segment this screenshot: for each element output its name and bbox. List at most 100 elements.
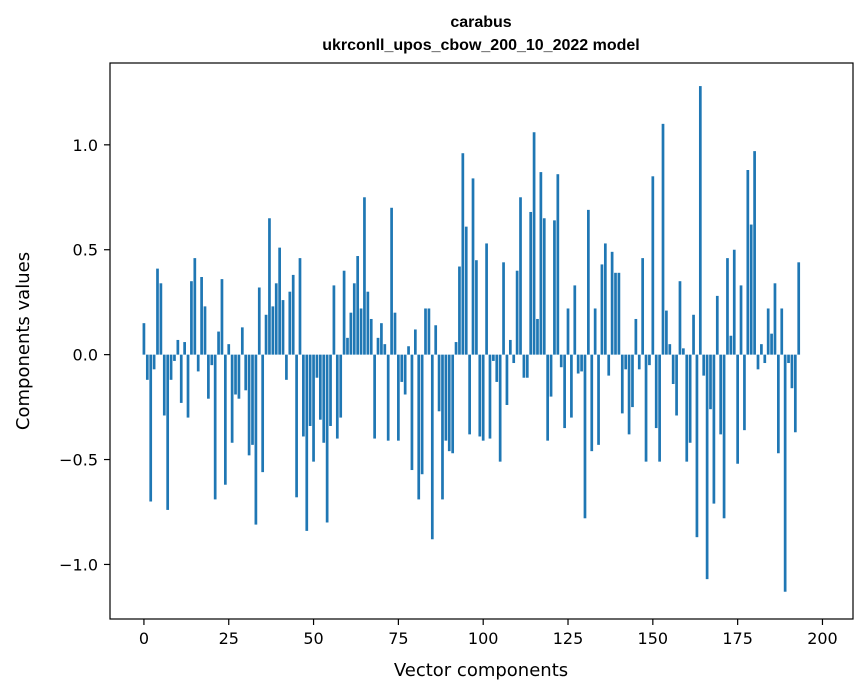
bar	[380, 323, 383, 355]
bar	[739, 285, 743, 355]
bar	[149, 354, 153, 502]
bar	[234, 354, 237, 395]
bar	[444, 354, 448, 441]
bar	[230, 354, 234, 443]
bar	[485, 243, 488, 355]
bar	[291, 274, 295, 355]
bar	[183, 342, 186, 355]
y-axis: −1.0 −0.5 0.0 0.5 1.0	[59, 136, 110, 574]
bar	[505, 354, 509, 405]
bar	[593, 308, 597, 355]
bar	[200, 277, 203, 355]
bar	[692, 314, 695, 355]
bar	[726, 258, 729, 355]
x-tick-label: 150	[638, 629, 669, 648]
bar	[308, 354, 312, 426]
bar	[753, 151, 756, 355]
bar	[702, 354, 706, 376]
y-tick-label: 0.5	[73, 241, 98, 260]
bar	[281, 300, 285, 355]
bar	[732, 249, 736, 355]
bar	[749, 224, 753, 355]
bar	[173, 354, 176, 361]
bar	[637, 354, 641, 370]
bar	[668, 344, 672, 355]
bar	[298, 258, 302, 355]
bar	[705, 354, 709, 580]
bar	[763, 354, 767, 364]
bar	[685, 354, 689, 462]
bar	[176, 339, 180, 355]
bar	[441, 354, 444, 500]
bar	[427, 308, 431, 355]
bar	[400, 354, 404, 382]
bar	[210, 354, 214, 366]
bar	[386, 354, 390, 441]
y-axis-label: Components values	[13, 252, 34, 430]
bar	[770, 333, 773, 355]
bar	[736, 354, 739, 464]
bar	[512, 354, 516, 364]
bar	[709, 354, 712, 410]
bar	[342, 270, 346, 355]
bar	[539, 172, 543, 355]
bar	[603, 243, 607, 355]
bar	[152, 354, 156, 370]
bar	[665, 310, 668, 355]
bar	[780, 308, 784, 355]
bar	[508, 339, 512, 355]
x-tick-label: 25	[219, 629, 239, 648]
chart-subtitle: ukrconll_upos_cbow_200_10_2022 model	[322, 37, 639, 54]
bar	[451, 354, 455, 454]
bar	[553, 220, 556, 355]
x-tick-label: 100	[468, 629, 499, 648]
bar	[682, 348, 685, 355]
bar	[570, 354, 573, 418]
bar	[532, 132, 536, 355]
bar	[220, 279, 224, 355]
bar	[454, 342, 458, 355]
x-tick-label: 125	[553, 629, 584, 648]
bar	[437, 354, 441, 412]
bar	[159, 283, 163, 355]
bar	[600, 264, 604, 355]
bar	[797, 262, 801, 355]
bar	[325, 354, 329, 523]
bar	[251, 354, 254, 445]
bar	[766, 308, 770, 355]
bar	[566, 308, 570, 355]
bar	[247, 354, 251, 456]
bar	[376, 337, 380, 355]
bar	[695, 354, 699, 538]
bar	[563, 354, 566, 429]
bar	[458, 266, 461, 355]
bar	[461, 153, 465, 355]
bar	[190, 281, 193, 355]
bar	[519, 197, 522, 355]
bar	[502, 262, 505, 355]
bar	[430, 354, 434, 540]
bar	[156, 268, 159, 355]
bar	[335, 354, 339, 439]
bar	[359, 308, 363, 355]
bar	[369, 318, 373, 355]
x-tick-label: 75	[388, 629, 408, 648]
bar	[349, 312, 353, 355]
bar	[261, 354, 265, 473]
y-tick-label: 0.0	[73, 346, 98, 365]
x-axis-label: Vector components	[394, 660, 568, 681]
bar	[610, 251, 614, 355]
bars-group	[142, 86, 801, 592]
bar	[661, 123, 665, 355]
bar	[559, 354, 563, 368]
chart-title: carabus	[450, 14, 511, 31]
bar	[346, 337, 349, 355]
bar	[641, 258, 645, 355]
bar	[777, 354, 780, 454]
bar	[587, 209, 590, 355]
bar	[240, 327, 244, 355]
bar	[678, 281, 682, 355]
bar	[492, 354, 495, 361]
bar	[420, 354, 424, 475]
